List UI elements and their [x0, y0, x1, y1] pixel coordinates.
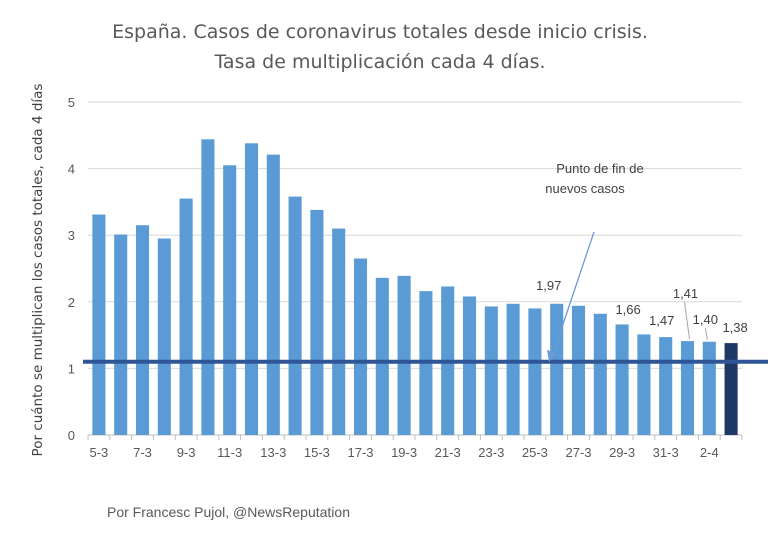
y-tick-label: 1: [68, 361, 75, 376]
x-tick-label: 31-3: [653, 445, 679, 460]
x-tick-label: 27-3: [565, 445, 591, 460]
annotation-line-2: nuevos casos: [545, 181, 625, 196]
chart-title-line-1: España. Casos de coronavirus totales des…: [112, 21, 648, 43]
bar-28-3: [593, 313, 607, 435]
bar-18-3: [375, 277, 389, 435]
x-tick-label: 7-3: [133, 445, 152, 460]
bar-31-3: [659, 337, 673, 435]
data-label: 1,41: [673, 286, 698, 301]
bar-26-3: [550, 303, 564, 435]
bar-12-3: [244, 143, 259, 436]
bar-3-4: [724, 343, 738, 435]
credit-text: Por Francesc Pujol, @NewsReputation: [107, 504, 350, 520]
bar-17-3: [353, 258, 368, 435]
bar-15-3: [310, 209, 324, 435]
data-label: 1,40: [693, 312, 718, 327]
bar-2-4: [702, 341, 716, 435]
bar-11-3: [223, 165, 237, 435]
x-tick-label: 11-3: [217, 445, 242, 460]
bar-22-3: [462, 296, 477, 435]
bar-16-3: [332, 228, 346, 435]
bar-13-3: [266, 154, 280, 435]
annotation-arrow: [552, 231, 595, 355]
chart-title-line-2: Tasa de multiplicación cada 4 días.: [213, 51, 545, 73]
bar-1-4: [680, 341, 695, 435]
x-tick-label: 17-3: [347, 445, 373, 460]
data-label-leader: [684, 301, 690, 340]
annotations: 1,97 1,66 1,47 1,41 1,40 1,38: [536, 231, 748, 362]
x-tick-label: 2-4: [700, 445, 719, 460]
annotation-arrowhead: [547, 350, 556, 362]
data-label-leader: [704, 327, 708, 340]
bar-14-3: [288, 196, 302, 435]
x-tick-label: 23-3: [478, 445, 504, 460]
bar-19-3: [397, 275, 411, 435]
data-label: 1,97: [536, 278, 561, 293]
y-tick-label: 5: [68, 95, 75, 110]
gridlines: 0 1 2 3 4 5 5-3 7-3 9-3 11-3 13-3 15-3 17-3 19-3 21-3 2…: [68, 95, 743, 460]
bar-6-3: [114, 234, 128, 435]
data-label: 1,47: [649, 313, 674, 328]
bar-24-3: [506, 303, 520, 435]
data-label: 1,66: [615, 302, 640, 317]
bar-25-3: [528, 308, 542, 435]
x-tick-label: 21-3: [435, 445, 461, 460]
bar-30-3: [637, 334, 651, 435]
y-tick-label: 0: [68, 428, 75, 443]
bar-10-3: [201, 139, 215, 435]
bar-9-3: [179, 198, 193, 435]
x-tick-label: 15-3: [304, 445, 330, 460]
x-tick-label: 25-3: [522, 445, 548, 460]
bar-8-3: [157, 238, 171, 435]
x-tick-label: 5-3: [90, 445, 109, 460]
bar-23-3: [484, 306, 498, 435]
bar-29-3: [615, 324, 629, 435]
y-axis-label: Por cuánto se multiplican los casos tota…: [30, 84, 46, 457]
bars: [92, 139, 738, 436]
y-tick-label: 4: [68, 162, 75, 177]
bar-7-3: [135, 225, 150, 435]
annotation-line-1: Punto de fin de: [556, 161, 643, 176]
bar-27-3: [571, 305, 586, 435]
y-tick-label: 2: [68, 295, 75, 310]
x-tick-label: 13-3: [260, 445, 286, 460]
data-label: 1,38: [722, 320, 747, 335]
x-tick-label: 19-3: [391, 445, 417, 460]
x-tick-label: 29-3: [609, 445, 635, 460]
x-tick-label: 9-3: [177, 445, 196, 460]
y-tick-label: 3: [68, 228, 75, 243]
bar-5-3: [92, 214, 106, 435]
